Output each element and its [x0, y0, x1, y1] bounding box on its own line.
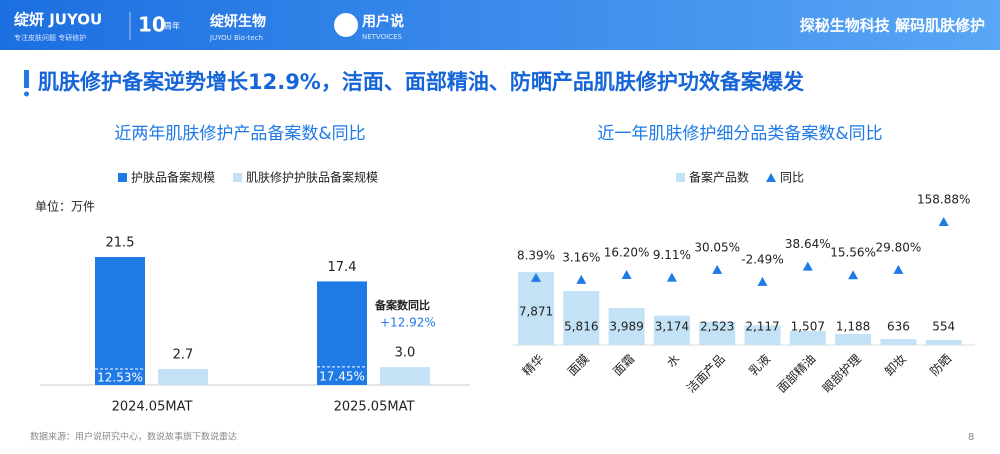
line-marker — [757, 276, 768, 286]
value-label: 38.64% — [785, 237, 831, 251]
bar — [880, 339, 917, 345]
annotation-label: 备案数同比 — [374, 298, 430, 312]
partner-en: NETVOICES — [362, 33, 402, 41]
company-en: JUYOU Bio-tech — [209, 34, 263, 42]
value-label: 16.20% — [604, 245, 650, 259]
brand-slogan: 专注皮肤问题 专研修护 — [14, 33, 86, 42]
value-label: 17.4 — [328, 260, 357, 275]
x-tick-label: 2024.05MAT — [112, 400, 193, 415]
legend-label: 护肤品备案规模 — [131, 170, 215, 185]
legend-swatch — [118, 173, 127, 182]
line-marker — [712, 264, 723, 274]
annotation-value: +12.92% — [380, 316, 436, 330]
anniversary-note: 周年 — [164, 21, 180, 31]
x-tick-label: 水 — [664, 352, 682, 370]
value-label: 8.39% — [517, 248, 555, 262]
header-band — [0, 0, 1000, 50]
bar — [95, 257, 145, 385]
share-label: 12.53% — [97, 370, 143, 384]
anniversary: 10 — [138, 13, 166, 37]
x-tick-label: 精华 — [520, 352, 547, 379]
value-label: 636 — [887, 320, 910, 334]
page-number: 8 — [968, 432, 974, 443]
value-label: 5,816 — [564, 320, 598, 334]
value-label: 3,989 — [609, 320, 643, 334]
tagline: 探秘生物科技 解码肌肤修护 — [800, 17, 985, 35]
bar — [653, 315, 690, 345]
x-tick-label: 面膜 — [565, 352, 592, 379]
headline-marker — [24, 70, 29, 88]
line-marker — [938, 217, 949, 226]
line-marker — [666, 272, 677, 282]
legend-swatch — [676, 173, 685, 182]
x-tick-label: 2025.05MAT — [334, 400, 415, 415]
legend-swatch — [233, 173, 243, 182]
headline: 肌肤修护备案逆势增长12.9%，洁面、面部精油、防晒产品肌肤修护功效备案爆发 — [38, 70, 805, 94]
x-tick-label: 防晒 — [927, 351, 955, 379]
value-label: 158.88% — [917, 193, 970, 207]
legend-marker — [766, 173, 776, 182]
value-label: 2,117 — [745, 320, 779, 334]
value-label: 1,507 — [791, 320, 825, 334]
chart-title: 近两年肌肤修护产品备案数&同比 — [114, 124, 365, 144]
bar — [563, 291, 600, 345]
value-label: 29.80% — [876, 240, 922, 254]
x-tick-label: 面部精油 — [774, 351, 819, 396]
partner-logo — [334, 13, 358, 37]
bar — [744, 325, 781, 345]
legend-label: 肌肤修护护肤品备案规模 — [246, 170, 378, 185]
bar — [608, 308, 645, 345]
value-label: 2,523 — [700, 320, 734, 334]
partner: 用户说 — [362, 13, 404, 30]
unit: 单位：万件 — [35, 199, 95, 214]
legend-label: 备案产品数 — [689, 170, 749, 185]
value-label: 21.5 — [106, 236, 135, 251]
value-label: 3,174 — [655, 320, 689, 334]
x-tick-label: 洁面产品 — [684, 352, 728, 396]
source: 数据来源：用户说研究中心，数说故事旗下数说雷达 — [30, 431, 237, 443]
headline-marker — [24, 91, 29, 97]
chart-title: 近一年肌肤修护细分品类备案数&同比 — [597, 124, 882, 144]
bar — [518, 272, 554, 345]
bar — [925, 339, 962, 345]
line-marker — [531, 272, 541, 282]
value-label: 3.0 — [395, 346, 416, 361]
share-label: 17.45% — [319, 369, 365, 383]
value-label: 7,871 — [519, 305, 553, 319]
value-label: 3.16% — [562, 250, 600, 264]
bar — [380, 367, 430, 385]
value-label: 9.11% — [653, 248, 691, 262]
bar — [158, 368, 208, 385]
value-label: 30.05% — [694, 240, 740, 254]
line-marker — [802, 261, 813, 271]
value-label: 15.56% — [830, 246, 876, 260]
line-marker — [848, 270, 859, 280]
line-marker — [893, 264, 904, 274]
bar — [835, 333, 872, 345]
x-tick-label: 乳液 — [746, 351, 774, 379]
bar — [317, 281, 367, 385]
value-label: 554 — [932, 320, 955, 334]
bar — [789, 331, 826, 345]
value-label: 2.7 — [173, 347, 194, 362]
x-tick-label: 面霜 — [610, 352, 637, 379]
company: 绽妍生物 — [210, 13, 266, 30]
bar — [699, 321, 736, 345]
line-marker — [576, 274, 587, 284]
value-label: -2.49% — [741, 252, 783, 266]
line-marker — [621, 269, 632, 279]
brand: 绽妍 JUYOU — [14, 11, 102, 29]
legend-label: 同比 — [780, 171, 804, 185]
x-tick-label: 卸妆 — [881, 351, 909, 379]
value-label: 1,188 — [836, 320, 870, 334]
x-tick-label: 眼部护理 — [819, 351, 864, 396]
